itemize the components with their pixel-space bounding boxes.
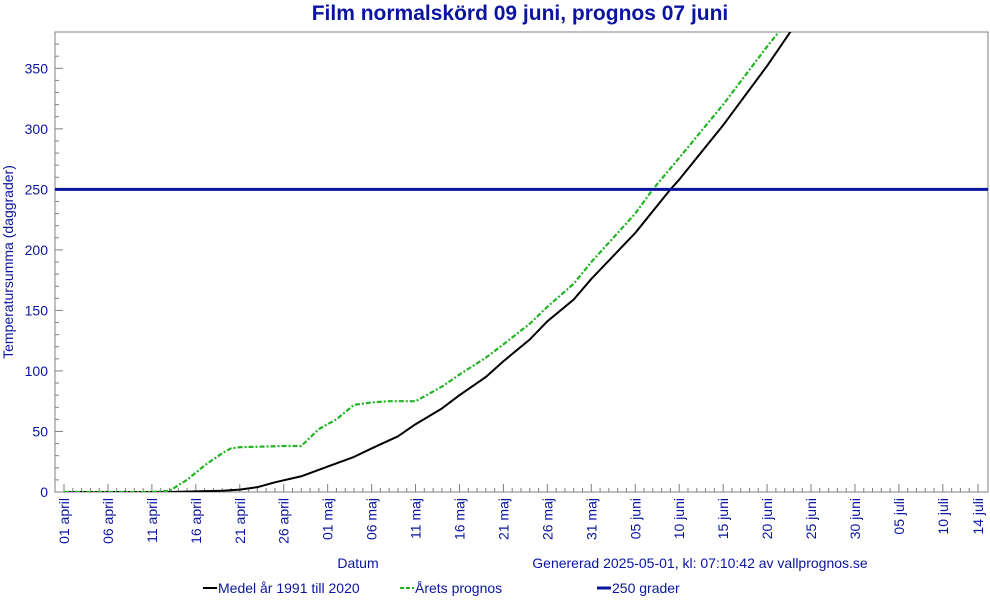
generated-footer: Genererad 2025-05-01, kl: 07:10:42 av va… [532, 555, 868, 571]
x-tick-label: 21 maj [495, 498, 511, 540]
x-tick-label: 05 juni [627, 498, 643, 539]
x-tick-label: 01 april [56, 498, 72, 544]
y-axis-label: Temperatursumma (daggrader) [0, 165, 16, 359]
x-tick-label: 11 april [144, 498, 160, 543]
y-axis: 0 50 100 150 200 250 300 350 [25, 31, 63, 500]
legend: Medel år 1991 till 2020 Årets prognos 250 … [203, 580, 680, 596]
y-tick-label: 300 [25, 121, 49, 137]
series-layer [55, 32, 988, 492]
x-tick-label: 16 maj [451, 498, 467, 540]
x-tick-label: 14 juli [970, 498, 986, 535]
plot-area-frame [54, 31, 989, 493]
y-tick-label: 0 [40, 484, 48, 500]
x-tick-label: 25 juni [803, 498, 819, 539]
y-tick-label: 50 [32, 423, 48, 439]
x-tick-label: 05 juli [891, 498, 907, 535]
x-tick-label: 16 april [188, 498, 204, 544]
x-axis-label: Datum [337, 555, 378, 571]
x-tick-label: 06 april [100, 498, 116, 544]
series-line-rets-prognos [64, 32, 781, 492]
x-tick-label: 30 juni [847, 498, 863, 539]
x-tick-label: 06 maj [364, 498, 380, 540]
series-line-medel-r-1991-till-2020 [64, 32, 792, 492]
x-axis: 01 april 06 april 11 april 16 april 21 april… [56, 484, 986, 544]
x-tick-label: 26 april [276, 498, 292, 544]
y-tick-label: 350 [25, 60, 49, 76]
x-tick-label: 31 maj [583, 498, 599, 540]
x-tick-label: 20 juni [759, 498, 775, 539]
y-tick-label: 100 [25, 363, 49, 379]
x-tick-label: 01 maj [320, 498, 336, 540]
legend-label: 250 grader [612, 580, 680, 596]
x-tick-label: 10 juli [935, 498, 951, 535]
x-tick-label: 15 juni [715, 498, 731, 539]
x-tick-label: 21 april [232, 498, 248, 544]
chart-title: Film normalskörd 09 juni, prognos 07 jun… [312, 2, 729, 25]
legend-label: Årets prognos [415, 580, 502, 596]
x-tick-label: 26 maj [539, 498, 555, 540]
y-tick-label: 150 [25, 302, 49, 318]
y-tick-label: 250 [25, 181, 49, 197]
x-tick-label: 11 maj [408, 498, 424, 539]
legend-label: Medel år 1991 till 2020 [218, 580, 360, 596]
x-tick-label: 10 juni [671, 498, 687, 539]
y-tick-label: 200 [25, 242, 49, 258]
